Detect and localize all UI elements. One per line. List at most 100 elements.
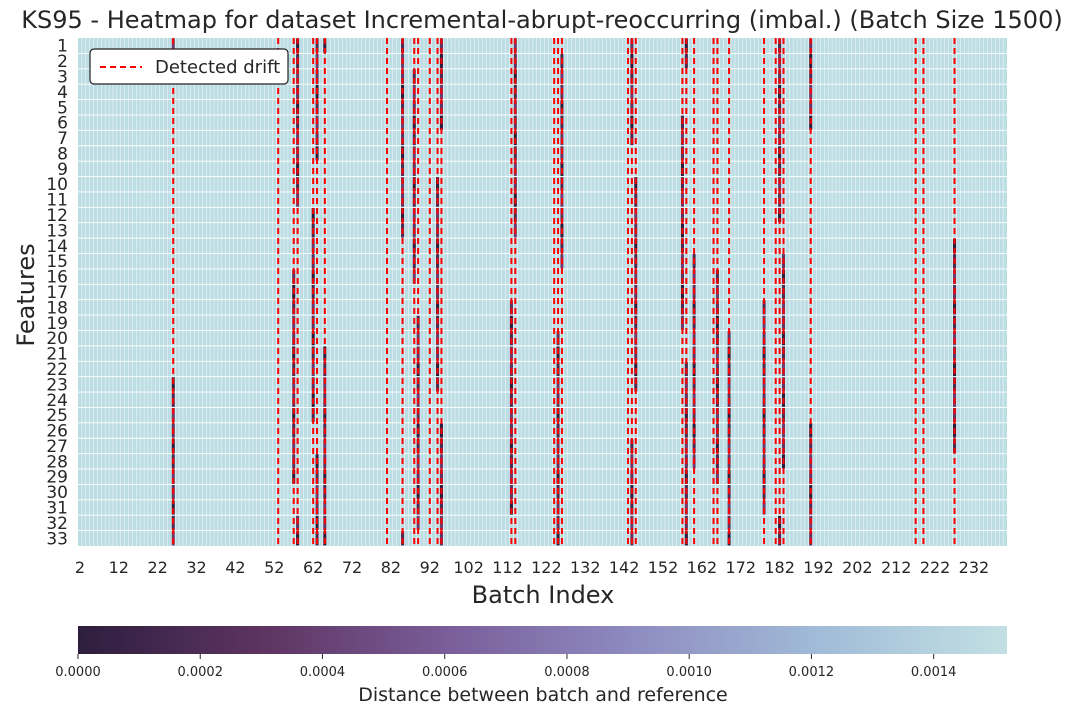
y-tick-label: 4: [57, 83, 68, 103]
heatmap-cell: [684, 500, 688, 515]
heatmap-cell: [412, 177, 416, 192]
heatmap-cell: [560, 100, 564, 115]
heatmap-cell: [513, 69, 517, 84]
heatmap-cell: [436, 377, 440, 392]
heatmap-cell: [634, 238, 638, 253]
heatmap-cell: [439, 100, 443, 115]
x-tick-label: 82: [381, 558, 401, 577]
x-tick-label: 212: [881, 558, 912, 577]
colorbar-tick-label: 0.0000: [55, 665, 101, 680]
x-axis-ticks: 2 12 22 32 42 52 62 72 82 92 102 112 122 132 142 152 162…: [75, 558, 989, 577]
heatmap-cell: [684, 469, 688, 484]
heatmap-cell: [727, 500, 731, 515]
heatmap-cell: [560, 238, 564, 253]
x-tick-label: 102: [453, 558, 484, 577]
colorbar-bar: [78, 626, 1007, 654]
x-tick-label: 192: [803, 558, 834, 577]
heatmap-cell: [436, 238, 440, 253]
y-tick-label: 19: [46, 314, 68, 334]
x-tick-label: 182: [764, 558, 795, 577]
heatmap-cell: [323, 377, 327, 392]
heatmap-cell: [560, 177, 564, 192]
y-tick-label: 10: [46, 175, 68, 195]
heatmap-cell: [556, 377, 560, 392]
heatmap-cell: [715, 408, 719, 423]
heatmap-cell: [509, 500, 513, 515]
y-tick-label: 1: [57, 37, 68, 57]
x-tick-label: 232: [959, 558, 990, 577]
colorbar-tick-label: 0.0008: [544, 665, 590, 680]
y-tick-label: 14: [46, 237, 68, 257]
heatmap-cell: [509, 377, 513, 392]
heatmap-cell: [412, 207, 416, 223]
x-tick-label: 142: [609, 558, 640, 577]
heatmap-cell: [692, 408, 696, 423]
colorbar-tick-label: 0.0002: [177, 665, 223, 680]
heatmap-cell: [692, 377, 696, 392]
heatmap-cell: [680, 269, 684, 284]
legend-label: Detected drift: [155, 57, 280, 78]
heatmap-cell: [778, 177, 782, 192]
heatmap-cell: [809, 500, 813, 515]
heatmap-cell: [809, 100, 813, 115]
x-tick-label: 22: [148, 558, 168, 577]
heatmap-cell: [436, 207, 440, 223]
y-tick-label: 8: [57, 144, 68, 164]
x-tick-label: 162: [687, 558, 718, 577]
y-tick-label: 26: [46, 422, 68, 442]
colorbar-tick-label: 0.0010: [666, 665, 712, 680]
heatmap-cell: [311, 269, 315, 284]
drift-lines: [172, 38, 956, 546]
heatmap-cell: [952, 377, 957, 392]
heatmap-cell: [809, 438, 813, 454]
heatmap-cell: [781, 269, 786, 284]
heatmap-cell: [509, 408, 513, 423]
y-tick-label: 24: [46, 391, 68, 411]
heatmap-cell: [171, 408, 175, 423]
heatmap-cell: [412, 69, 416, 84]
heatmap-cell: [715, 469, 719, 484]
x-tick-label: 172: [725, 558, 756, 577]
x-tick-label: 52: [264, 558, 284, 577]
colorbar-tick-label: 0.0006: [422, 665, 468, 680]
heatmap-cell: [513, 207, 517, 223]
heatmap-cell: [292, 377, 296, 392]
heatmap-cell: [323, 500, 327, 515]
heatmap-cell: [296, 69, 300, 84]
colorbar-tick-label: 0.0014: [911, 665, 957, 680]
heatmap-cell: [412, 100, 416, 115]
heatmap-cell: [630, 100, 634, 115]
heatmap-cell: [311, 408, 315, 423]
heatmap-cell: [311, 207, 315, 223]
heatmap-cell: [292, 300, 296, 315]
y-tick-label: 31: [46, 499, 68, 519]
heatmap-cell: [634, 177, 638, 192]
heatmap-cell: [630, 469, 634, 484]
y-tick-label: 6: [57, 114, 68, 134]
heatmap-cell: [323, 38, 327, 53]
heatmap-cell: [952, 238, 957, 253]
heatmap-cell: [509, 438, 513, 454]
heatmap-cell: [781, 408, 786, 423]
heatmap-cell: [556, 500, 560, 515]
heatmap-cell: [692, 438, 696, 454]
heatmap-cell: [762, 438, 766, 454]
heatmap-cell: [715, 269, 719, 284]
heatmap-cell: [762, 408, 766, 423]
heatmap-cell: [630, 69, 634, 84]
heatmap-cell: [412, 269, 416, 284]
y-tick-label: 7: [57, 129, 68, 149]
heatmap-cell: [634, 207, 638, 223]
heatmap-cell: [715, 377, 719, 392]
heatmap-cell: [809, 69, 813, 84]
heatmap-cell: [727, 438, 731, 454]
heatmap-cell: [715, 300, 719, 315]
heatmap-cell: [560, 69, 564, 84]
heatmap-cell: [292, 408, 296, 423]
heatmap-cell: [439, 69, 443, 84]
heatmap-cell: [296, 177, 300, 192]
heatmap-cell: [513, 38, 517, 53]
heatmap-cell: [401, 38, 405, 53]
